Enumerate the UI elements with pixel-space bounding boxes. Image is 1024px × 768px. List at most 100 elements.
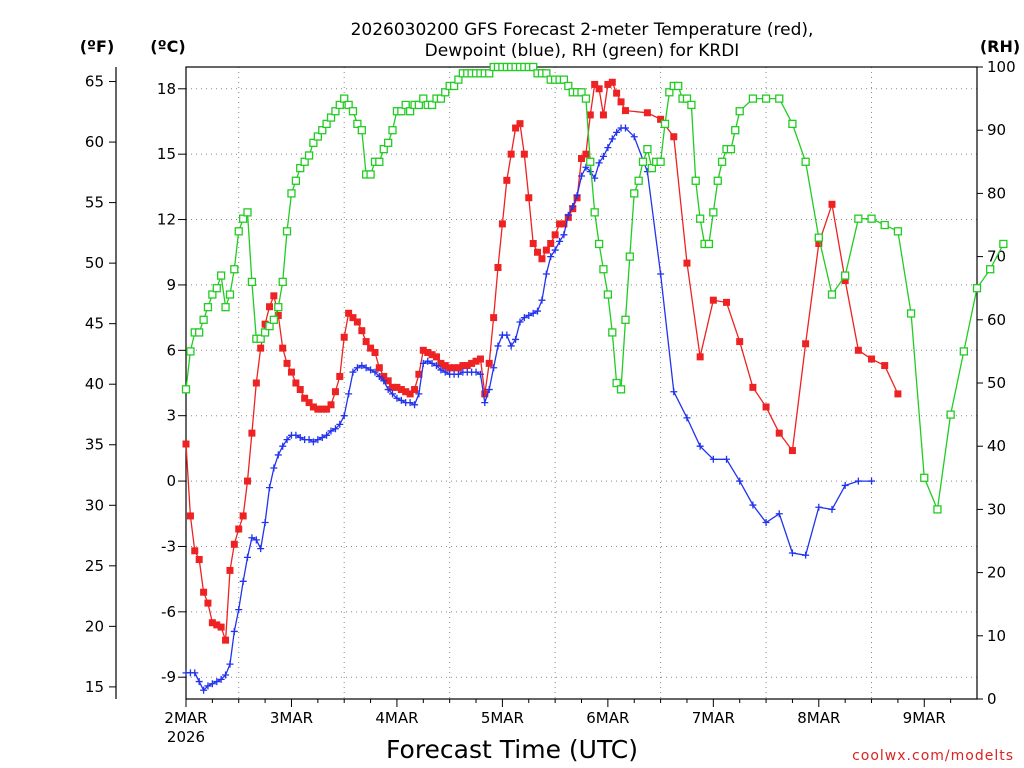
data-point [604, 144, 612, 152]
data-point [564, 211, 572, 219]
data-point [256, 334, 265, 343]
data-point [595, 85, 603, 93]
fahrenheit-unit-label: (ºF) [80, 37, 115, 56]
data-point [556, 237, 564, 245]
data-point [815, 503, 823, 511]
data-point [261, 320, 269, 328]
data-point [485, 69, 494, 78]
data-point [424, 348, 432, 356]
time-tick-label: 7MAR [692, 709, 735, 727]
data-point [186, 347, 195, 356]
data-point [512, 124, 520, 132]
data-point [854, 477, 862, 485]
data-point [336, 420, 344, 428]
data-point [476, 355, 484, 363]
data-point [581, 94, 591, 103]
data-point [353, 119, 362, 129]
data-point [665, 88, 674, 97]
data-point [384, 138, 393, 147]
data-point [389, 390, 397, 398]
data-point [313, 132, 322, 141]
data-point [274, 303, 283, 312]
data-point [437, 359, 445, 367]
data-point [436, 94, 446, 103]
data-point [208, 290, 217, 299]
data-point [534, 307, 542, 315]
data-point [802, 340, 810, 348]
data-point [569, 202, 577, 210]
data-point [613, 89, 621, 97]
data-point [485, 386, 493, 394]
data-point [401, 100, 410, 110]
data-point [625, 252, 634, 261]
data-point [314, 405, 322, 413]
rh-tick-label: 40 [987, 437, 1006, 455]
chart-title-line2: Dewpoint (blue), RH (green) for KRDI [425, 41, 740, 61]
fahrenheit-tick-label: 30 [85, 496, 104, 514]
data-point [933, 505, 942, 514]
data-point [696, 214, 705, 223]
data-point [326, 113, 336, 122]
data-point [494, 263, 502, 271]
data-point [195, 556, 203, 564]
data-point [353, 364, 361, 372]
data-point [248, 534, 256, 542]
data-point [384, 377, 392, 385]
data-point [260, 328, 270, 337]
rh-tick-label: 0 [987, 690, 997, 708]
data-point [542, 246, 550, 254]
data-point [449, 81, 459, 91]
celsius-tick-label: 9 [166, 276, 176, 294]
data-point [723, 298, 731, 306]
data-point [296, 163, 305, 173]
data-point [393, 394, 401, 402]
data-point [441, 368, 449, 376]
data-point [230, 265, 239, 274]
data-point [301, 394, 309, 402]
data-point [195, 678, 203, 686]
x-axis-title: Forecast Time (UTC) [386, 735, 638, 764]
fahrenheit-tick-label: 20 [85, 617, 104, 635]
time-tick-label: 9MAR [903, 709, 946, 727]
data-point [226, 566, 234, 574]
data-point [827, 290, 837, 299]
data-point [270, 292, 278, 300]
data-point [893, 227, 903, 236]
data-point [195, 328, 204, 337]
data-point [226, 660, 234, 668]
data-point [841, 481, 849, 489]
data-point [230, 627, 238, 635]
data-point [454, 75, 463, 84]
data-point [243, 553, 251, 561]
data-point [634, 176, 643, 185]
data-point [520, 150, 528, 158]
fahrenheit-tick-label: 15 [85, 678, 104, 696]
data-point [670, 133, 678, 141]
data-point [586, 168, 594, 176]
data-point [775, 94, 784, 103]
data-point [203, 303, 213, 312]
data-point [266, 303, 274, 311]
data-point [630, 189, 639, 198]
data-point [208, 619, 216, 627]
data-point [213, 678, 221, 686]
data-point [182, 440, 190, 448]
data-point [314, 436, 322, 444]
data-point [204, 682, 212, 690]
data-point [582, 150, 590, 158]
data-point [472, 368, 480, 376]
data-point [472, 357, 480, 365]
data-point [419, 359, 427, 367]
data-point [309, 403, 317, 411]
data-point [213, 621, 221, 629]
data-point [801, 157, 810, 166]
data-point [191, 669, 199, 677]
data-point [656, 157, 665, 166]
data-point [599, 111, 607, 119]
data-point [200, 686, 208, 694]
data-point [788, 119, 797, 129]
data-point [590, 208, 599, 217]
celsius-tick-label: 18 [157, 80, 176, 98]
